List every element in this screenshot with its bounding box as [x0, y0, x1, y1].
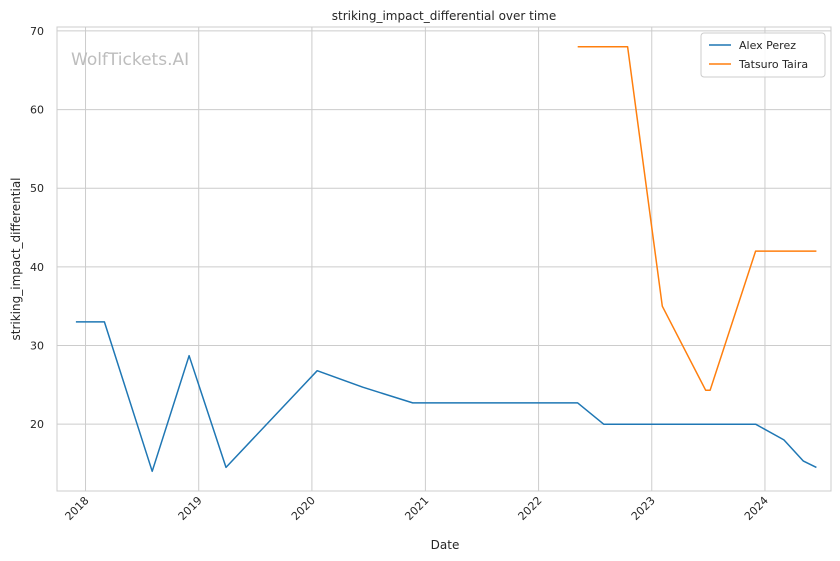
series-line-tatsuro-taira	[577, 45, 817, 392]
legend: Alex Perez Tatsuro Taira	[700, 32, 826, 78]
y-tick-label: 70	[30, 25, 44, 38]
chart-title: striking_impact_differential over time	[332, 9, 557, 23]
y-tick-label: 50	[30, 182, 44, 195]
legend-label: Alex Perez	[739, 39, 796, 52]
y-tick-label: 40	[30, 261, 44, 274]
y-axis: 20 30 40 50 60 70	[30, 25, 44, 431]
y-tick-label: 20	[30, 418, 44, 431]
legend-label: Tatsuro Taira	[738, 58, 808, 71]
x-axis-title: Date	[431, 538, 460, 552]
legend-box	[700, 32, 826, 78]
grid	[57, 27, 831, 491]
series-layer	[75, 45, 817, 473]
y-tick-label: 30	[30, 340, 44, 353]
plot-frame	[56, 26, 832, 492]
y-axis-title: striking_impact_differential	[9, 177, 23, 340]
y-tick-label: 60	[30, 104, 44, 117]
series-line-alex-perez	[75, 321, 817, 473]
watermark: WolfTickets.AI	[71, 50, 189, 70]
